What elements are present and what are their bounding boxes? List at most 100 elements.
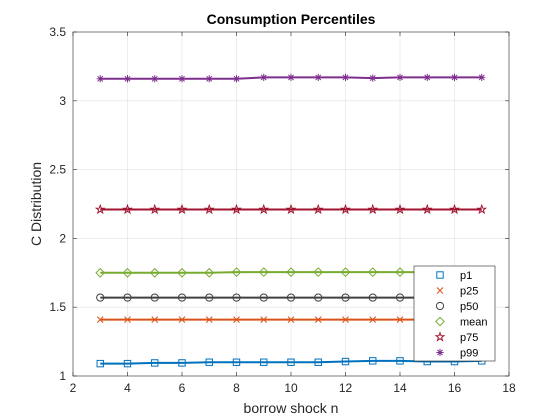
data-point-mean [95, 267, 106, 278]
series-p99 [96, 73, 486, 83]
legend[interactable]: p1 p25 p50 mean p75 p99 [413, 265, 496, 362]
data-point-p99 [341, 73, 350, 82]
data-point-p1 [369, 357, 377, 365]
data-point-p99 [287, 73, 295, 82]
x-tick-label: 16 [448, 381, 462, 395]
data-point-p75 [476, 203, 488, 215]
data-point-mean [204, 267, 215, 278]
data-point-p99 [151, 75, 159, 83]
legend-item-p75[interactable]: p75 [434, 331, 478, 344]
data-point-p99 [450, 73, 459, 82]
data-point-p75 [231, 203, 242, 215]
data-point-p75 [367, 203, 379, 215]
data-point-p25 [260, 316, 268, 323]
data-point-p75 [421, 203, 433, 215]
y-tick-label: 2.5 [49, 163, 66, 177]
legend-marker-p75 [434, 331, 446, 342]
data-point-p1 [178, 359, 186, 367]
legend-label: mean [460, 317, 488, 329]
x-tick-label: 8 [233, 381, 240, 395]
data-point-p50 [395, 293, 405, 302]
data-point-mean [231, 267, 242, 278]
data-point-p75 [94, 203, 106, 215]
data-point-p75 [258, 203, 270, 215]
data-point-p99 [369, 74, 377, 82]
x-tick-label: 2 [70, 381, 77, 395]
x-tick-label: 18 [502, 381, 516, 395]
data-point-p50 [341, 293, 350, 302]
data-point-p25 [369, 316, 377, 323]
data-point-p99 [396, 73, 404, 82]
series-p75 [94, 203, 488, 215]
data-point-mean [258, 267, 269, 278]
series-p1 [96, 357, 486, 368]
data-point-mean [313, 267, 324, 278]
data-point-p25 [342, 316, 349, 323]
data-point-p99 [178, 75, 186, 83]
data-point-p99 [123, 75, 132, 83]
legend-label: p50 [460, 301, 478, 313]
data-point-p1 [205, 358, 213, 366]
data-point-p25 [151, 316, 159, 323]
data-point-p25 [96, 316, 104, 323]
y-axis-label: C Distribution [28, 162, 44, 246]
legend-item-mean[interactable]: mean [435, 316, 488, 329]
data-point-p50 [368, 293, 377, 302]
legend-item-p99[interactable]: p99 [436, 348, 478, 360]
chart-title: Consumption Percentiles [207, 11, 376, 27]
data-point-mean [286, 267, 296, 278]
x-tick-label: 4 [124, 381, 131, 395]
x-tick-label: 12 [339, 381, 353, 395]
series-line-p1 [100, 359, 482, 365]
data-point-p25 [178, 316, 186, 323]
x-tick-label: 10 [284, 381, 298, 395]
data-point-p1 [123, 359, 132, 368]
data-point-mean [177, 267, 187, 278]
legend-label: p25 [460, 286, 478, 298]
legend-label: p99 [460, 348, 478, 360]
data-point-p1 [396, 357, 404, 365]
legend-marker-p50 [435, 301, 445, 311]
legend-item-p50[interactable]: p50 [435, 301, 478, 313]
data-point-p1 [151, 359, 159, 367]
data-point-mean [122, 267, 133, 278]
x-tick-label: 14 [393, 381, 407, 395]
data-point-p99 [478, 73, 486, 82]
data-point-p50 [150, 293, 159, 302]
x-axis-label: borrow shock n [244, 400, 339, 416]
data-point-p25 [287, 316, 295, 323]
data-point-p1 [232, 358, 241, 366]
data-point-mean [367, 267, 378, 278]
data-point-mean [149, 267, 160, 278]
data-point-p50 [123, 293, 132, 302]
data-point-p50 [286, 293, 296, 302]
data-point-p75 [149, 203, 161, 215]
legend-box [413, 265, 496, 362]
legend-marker-mean [435, 316, 445, 327]
data-point-p75 [285, 203, 297, 215]
data-point-p50 [96, 293, 105, 302]
data-point-p1 [287, 358, 295, 366]
data-point-p50 [314, 293, 323, 302]
data-point-mean [340, 267, 351, 278]
data-point-p99 [96, 75, 104, 83]
legend-label: p75 [460, 332, 478, 344]
data-point-p75 [203, 203, 215, 215]
data-point-p1 [96, 359, 104, 368]
legend-item-p25[interactable]: p25 [436, 286, 478, 298]
data-point-p1 [314, 358, 322, 366]
data-point-mean [395, 267, 405, 278]
legend-marker-p25 [436, 287, 444, 294]
data-point-p99 [260, 73, 268, 82]
legend-item-p1[interactable]: p1 [436, 270, 472, 282]
data-point-p99 [314, 73, 322, 82]
data-point-p75 [122, 203, 133, 215]
axis-ticks: 2 4 6 8 10 12 14 16 18 1 1.5 2 2.5 3 3.5 [49, 25, 516, 395]
data-point-p75 [312, 203, 324, 215]
data-point-p99 [423, 73, 431, 82]
data-point-p25 [124, 316, 131, 323]
data-point-p1 [341, 357, 350, 366]
data-point-p25 [205, 316, 213, 323]
